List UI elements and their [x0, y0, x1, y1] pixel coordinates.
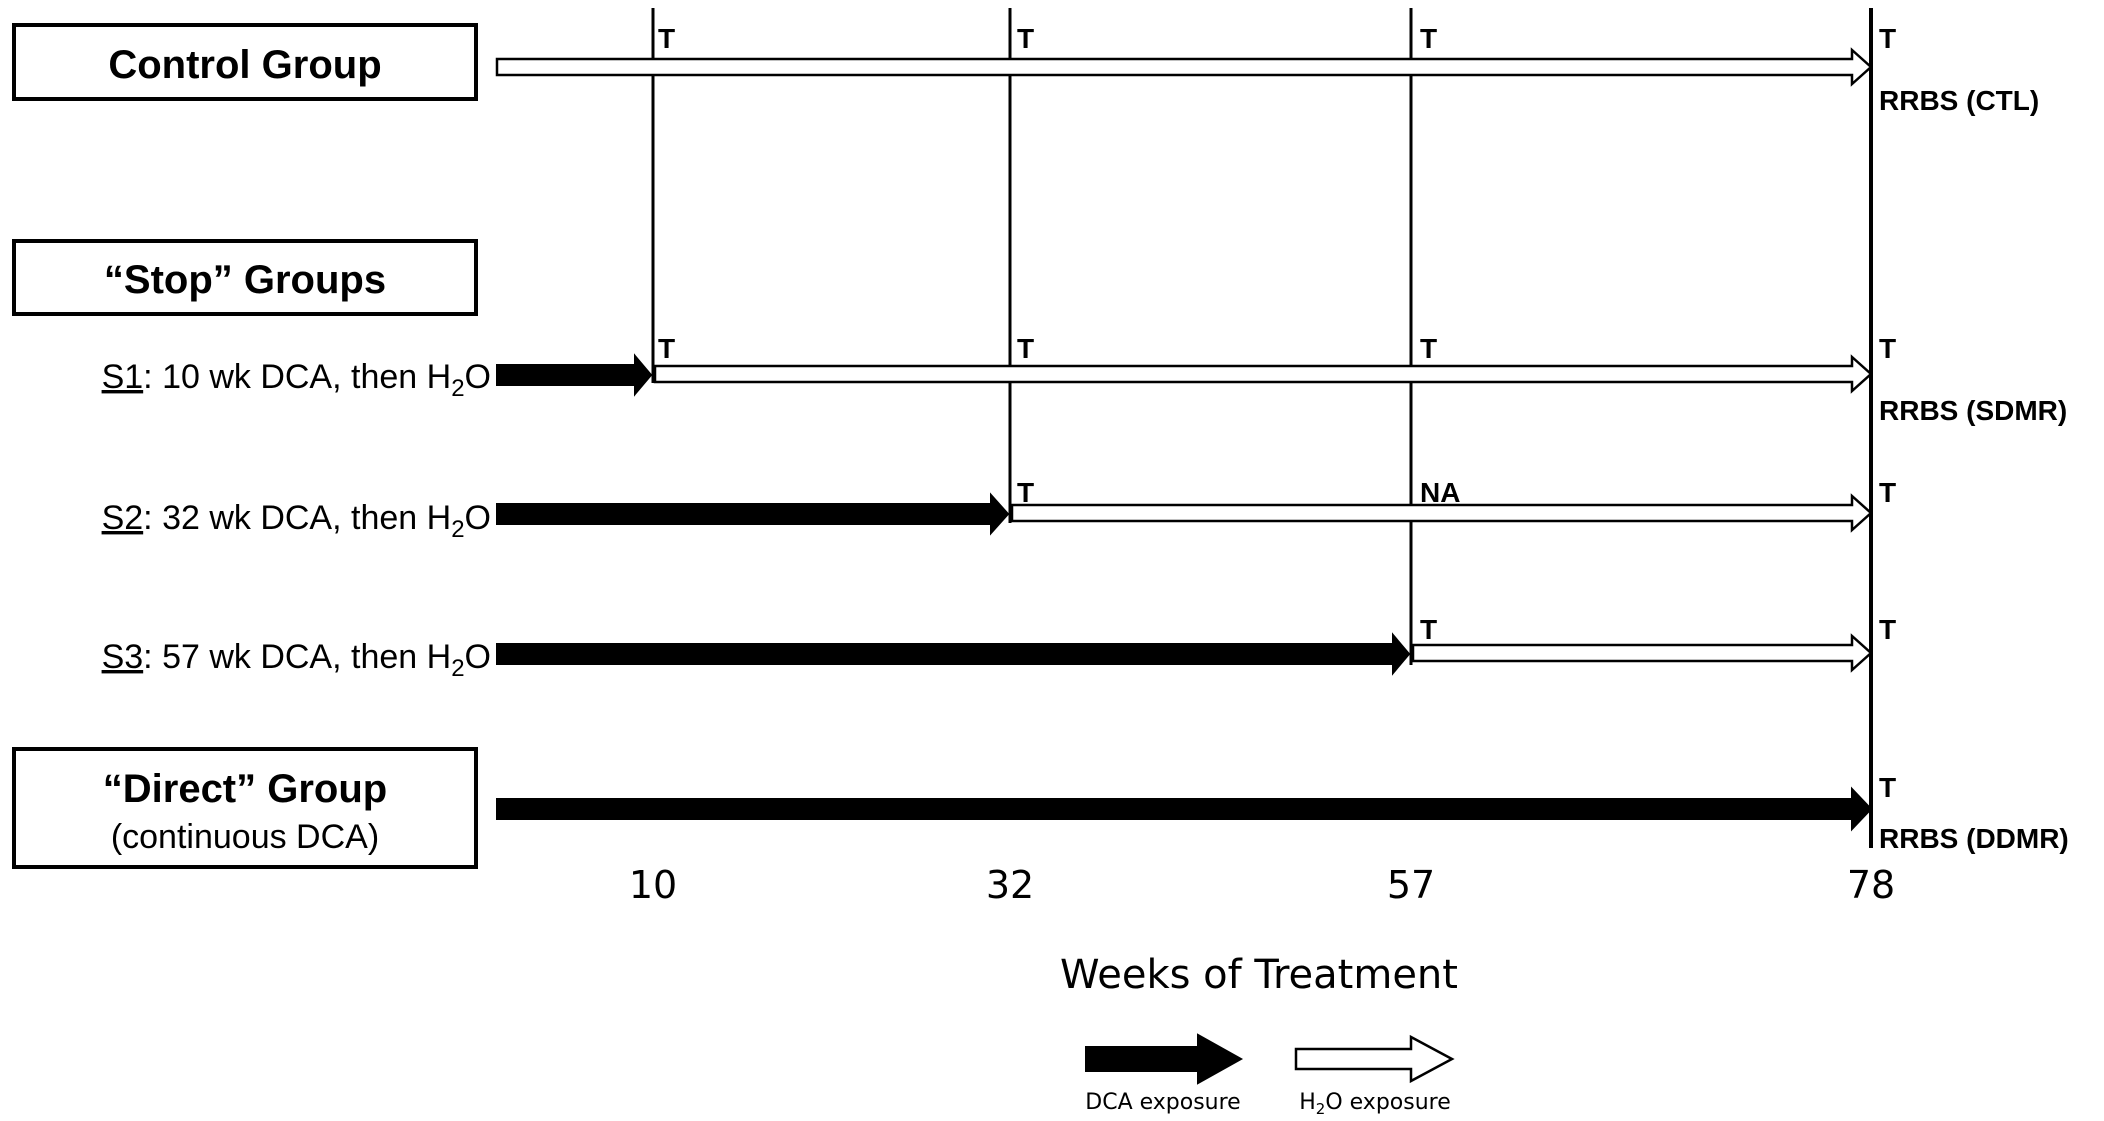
rrbs-sdmr-label: RRBS (SDMR) — [1879, 395, 2067, 426]
control-t-57: T — [1420, 23, 1437, 54]
tick-label-32: 32 — [986, 863, 1034, 907]
tick-label-78: 78 — [1847, 863, 1895, 907]
s3-dca-arrow — [496, 632, 1411, 676]
s1-id: S1 — [102, 358, 144, 396]
axis-title: Weeks of Treatment — [1060, 952, 1458, 998]
s1-h2o-arrow — [653, 354, 1873, 394]
s3-t-57: T — [1420, 614, 1437, 645]
control-group-label: Control Group — [108, 43, 381, 87]
control-h2o-arrow — [495, 47, 1873, 87]
s1-t-57: T — [1420, 333, 1437, 364]
s3-id: S3 — [102, 638, 144, 676]
stop-groups-label: “Stop” Groups — [104, 258, 386, 302]
s1-dca-arrow — [496, 353, 653, 397]
s2-row-label: S2: 32 wk DCA, then H2O — [102, 499, 491, 543]
s1-t-78: T — [1879, 333, 1896, 364]
direct-group-sublabel: (continuous DCA) — [111, 818, 379, 856]
rrbs-ctl-label: RRBS (CTL) — [1879, 85, 2039, 116]
s1-t-10: T — [658, 333, 675, 364]
s2-t-32: T — [1017, 477, 1034, 508]
control-t-78: T — [1879, 23, 1896, 54]
direct-t-78: T — [1879, 772, 1896, 803]
s2-na-57: NA — [1420, 477, 1460, 508]
direct-group-label: “Direct” Group — [103, 767, 387, 811]
rrbs-ddmr-label: RRBS (DDMR) — [1879, 823, 2069, 854]
tick-label-10: 10 — [629, 863, 677, 907]
s2-dca-arrow — [496, 492, 1010, 536]
control-t-10: T — [658, 23, 675, 54]
s2-t-78: T — [1879, 477, 1896, 508]
legend-h2o-label: H2O exposure — [1299, 1090, 1451, 1118]
direct-group-box — [12, 747, 478, 869]
stop-groups-box — [12, 239, 478, 316]
tick-label-57: 57 — [1387, 863, 1435, 907]
legend-dca-label: DCA exposure — [1085, 1090, 1240, 1115]
legend-h2o-arrow-icon — [1294, 1034, 1455, 1084]
s3-row-label: S3: 57 wk DCA, then H2O — [102, 638, 491, 682]
s2-h2o-arrow — [1010, 493, 1873, 533]
s3-h2o-arrow — [1411, 633, 1873, 673]
control-group-box — [12, 23, 478, 101]
control-t-32: T — [1017, 23, 1034, 54]
s2-id: S2 — [102, 499, 144, 537]
s1-row-label: S1: 10 wk DCA, then H2O — [102, 358, 491, 402]
s3-t-78: T — [1879, 614, 1896, 645]
s1-t-32: T — [1017, 333, 1034, 364]
legend-dca-arrow-icon — [1085, 1033, 1244, 1085]
direct-dca-arrow — [496, 786, 1873, 832]
